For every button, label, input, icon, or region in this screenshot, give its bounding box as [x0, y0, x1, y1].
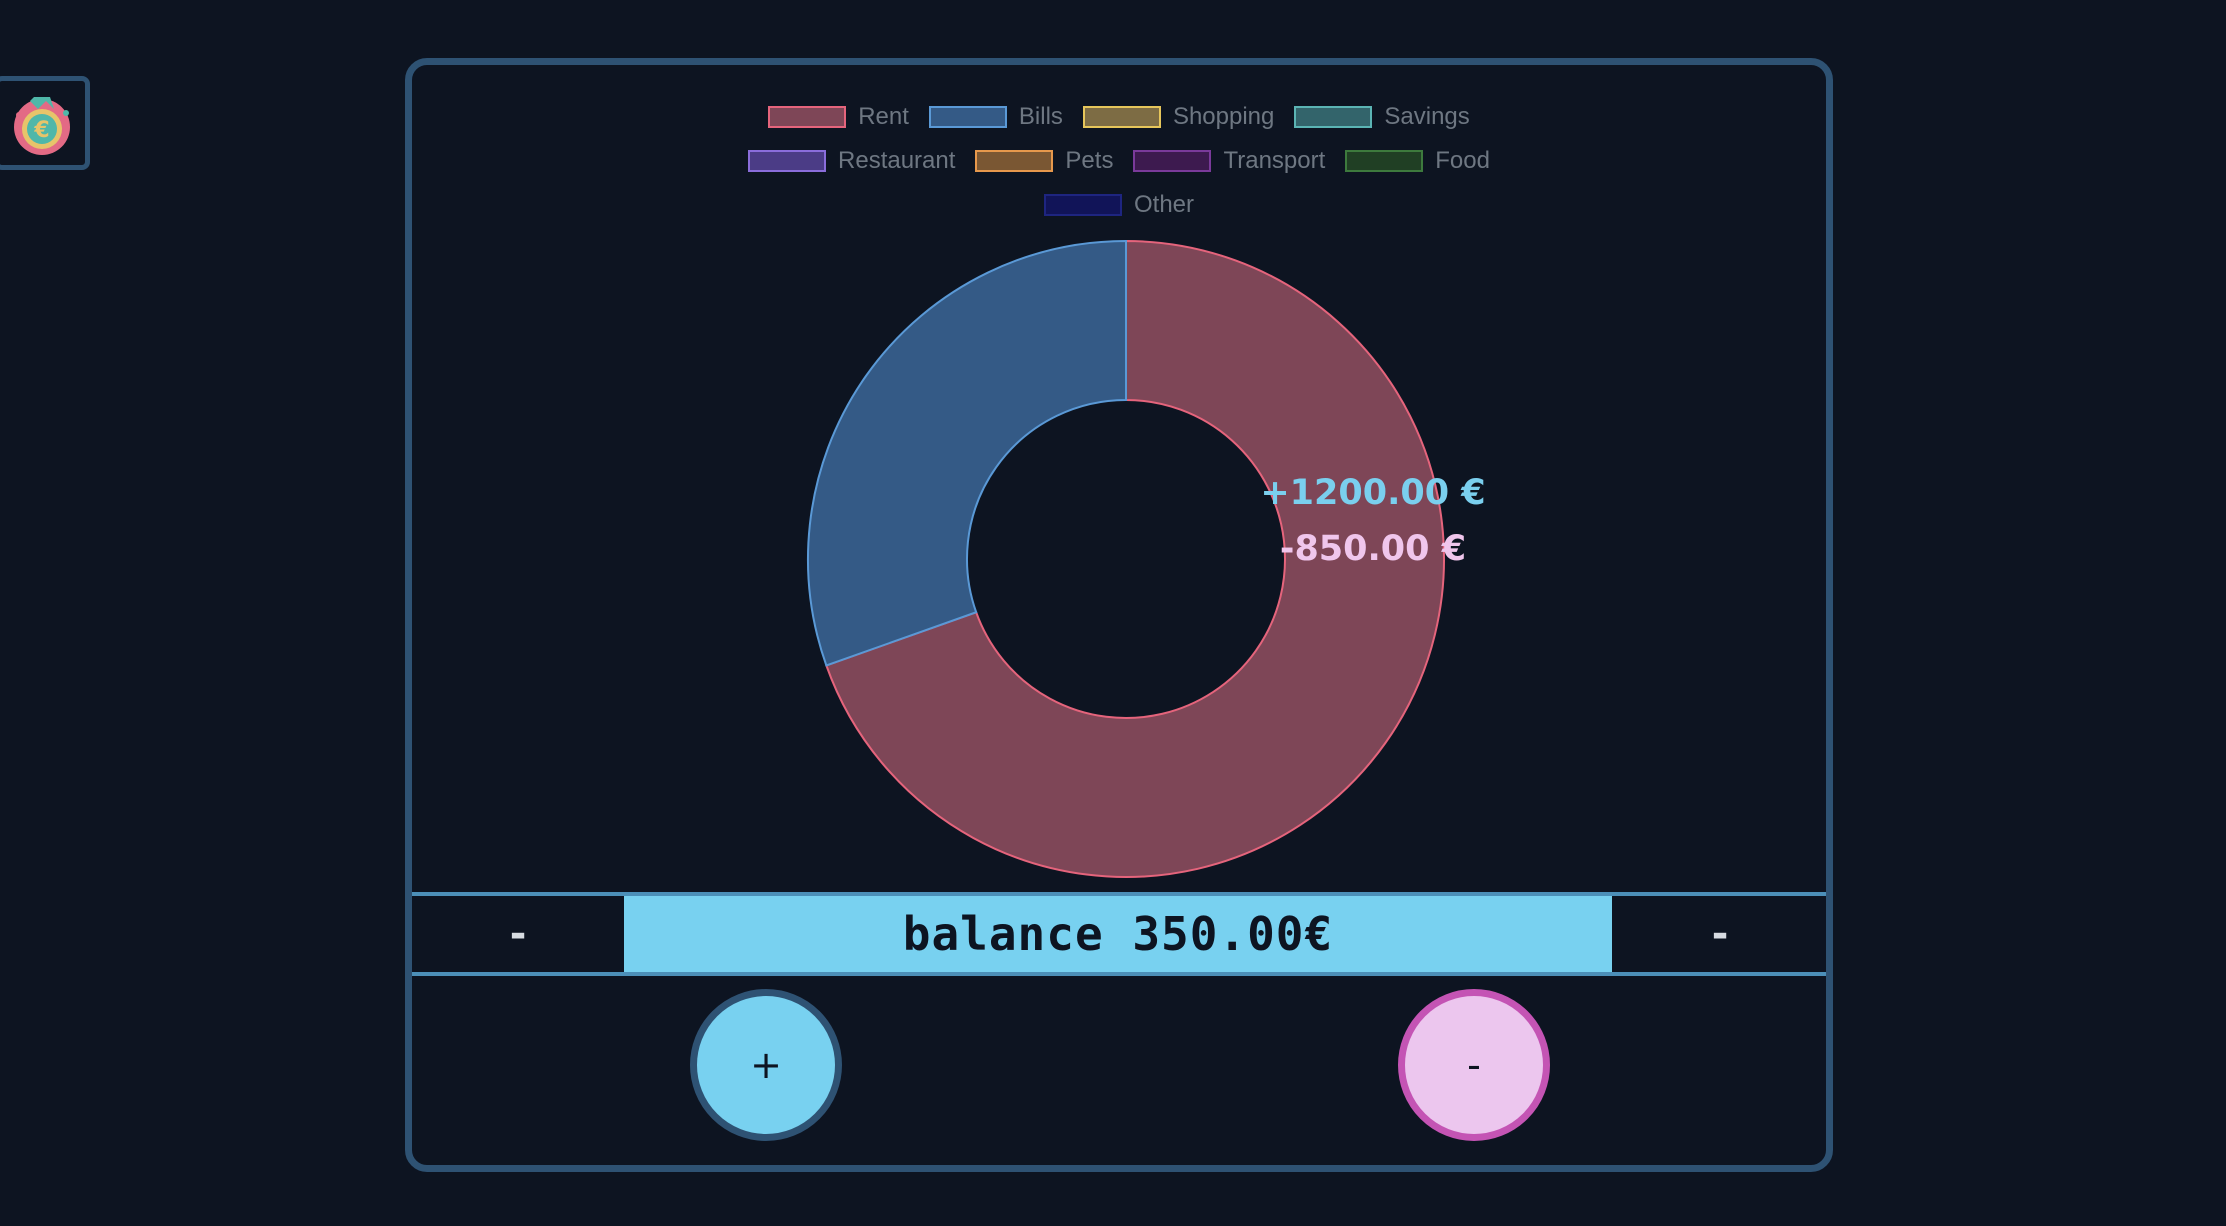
legend-swatch [1082, 106, 1161, 128]
legend-label: Restaurant [838, 147, 956, 174]
app-logo[interactable]: € [0, 76, 90, 170]
balance-display: balance 350.00€ [624, 896, 1612, 972]
legend-item-bills[interactable]: Bills [928, 103, 1063, 131]
legend-label: Savings [1384, 103, 1470, 130]
budget-panel: Rent Bills Shopping Savings Restaurant Pets Tr… [405, 58, 1833, 1172]
legend-label: Transport [1223, 147, 1326, 174]
add-expense-button[interactable]: - [1398, 989, 1550, 1141]
legend-row: Restaurant Pets Transport Food [748, 147, 1490, 175]
legend-label: Rent [858, 103, 909, 130]
legend-item-other[interactable]: Other [1043, 191, 1195, 219]
donut-slice-rent[interactable] [825, 239, 1445, 878]
legend-item-food[interactable]: Food [1345, 147, 1490, 175]
previous-period-button[interactable]: - [505, 911, 531, 957]
add-income-button[interactable]: + [690, 989, 842, 1141]
legend-swatch [1345, 150, 1424, 172]
legend-label: Bills [1018, 103, 1063, 130]
legend-item-restaurant[interactable]: Restaurant [748, 147, 955, 175]
income-total: +1200.00 € [1260, 473, 1486, 513]
balance-label: balance 350.00€ [902, 907, 1334, 961]
expense-donut-chart [807, 239, 1445, 878]
next-period-button[interactable]: - [1707, 911, 1733, 957]
legend-item-pets[interactable]: Pets [975, 147, 1113, 175]
legend-label: Shopping [1172, 103, 1275, 130]
legend-row: Rent Bills Shopping Savings [768, 103, 1470, 131]
legend-row: Other [1043, 191, 1195, 219]
svg-text:€: € [33, 118, 49, 143]
legend-item-savings[interactable]: Savings [1294, 103, 1470, 131]
legend-swatch [1043, 194, 1122, 216]
legend-swatch [748, 150, 827, 172]
legend-swatch [975, 150, 1054, 172]
balance-strip: - balance 350.00€ - [412, 892, 1826, 976]
legend-swatch [1133, 150, 1212, 172]
donut-slice-bills[interactable] [807, 239, 1127, 667]
chart-legend: Rent Bills Shopping Savings Restaurant Pets Tr… [412, 103, 1826, 219]
legend-label: Other [1133, 191, 1195, 218]
legend-swatch [1294, 106, 1373, 128]
legend-item-transport[interactable]: Transport [1133, 147, 1325, 175]
legend-item-rent[interactable]: Rent [768, 103, 909, 131]
legend-swatch [768, 106, 847, 128]
legend-label: Food [1435, 147, 1490, 174]
legend-label: Pets [1065, 147, 1114, 174]
legend-item-shopping[interactable]: Shopping [1082, 103, 1275, 131]
legend-swatch [928, 106, 1007, 128]
euro-money-bag-icon: € [14, 97, 70, 155]
expense-total: -850.00 € [1279, 529, 1467, 569]
